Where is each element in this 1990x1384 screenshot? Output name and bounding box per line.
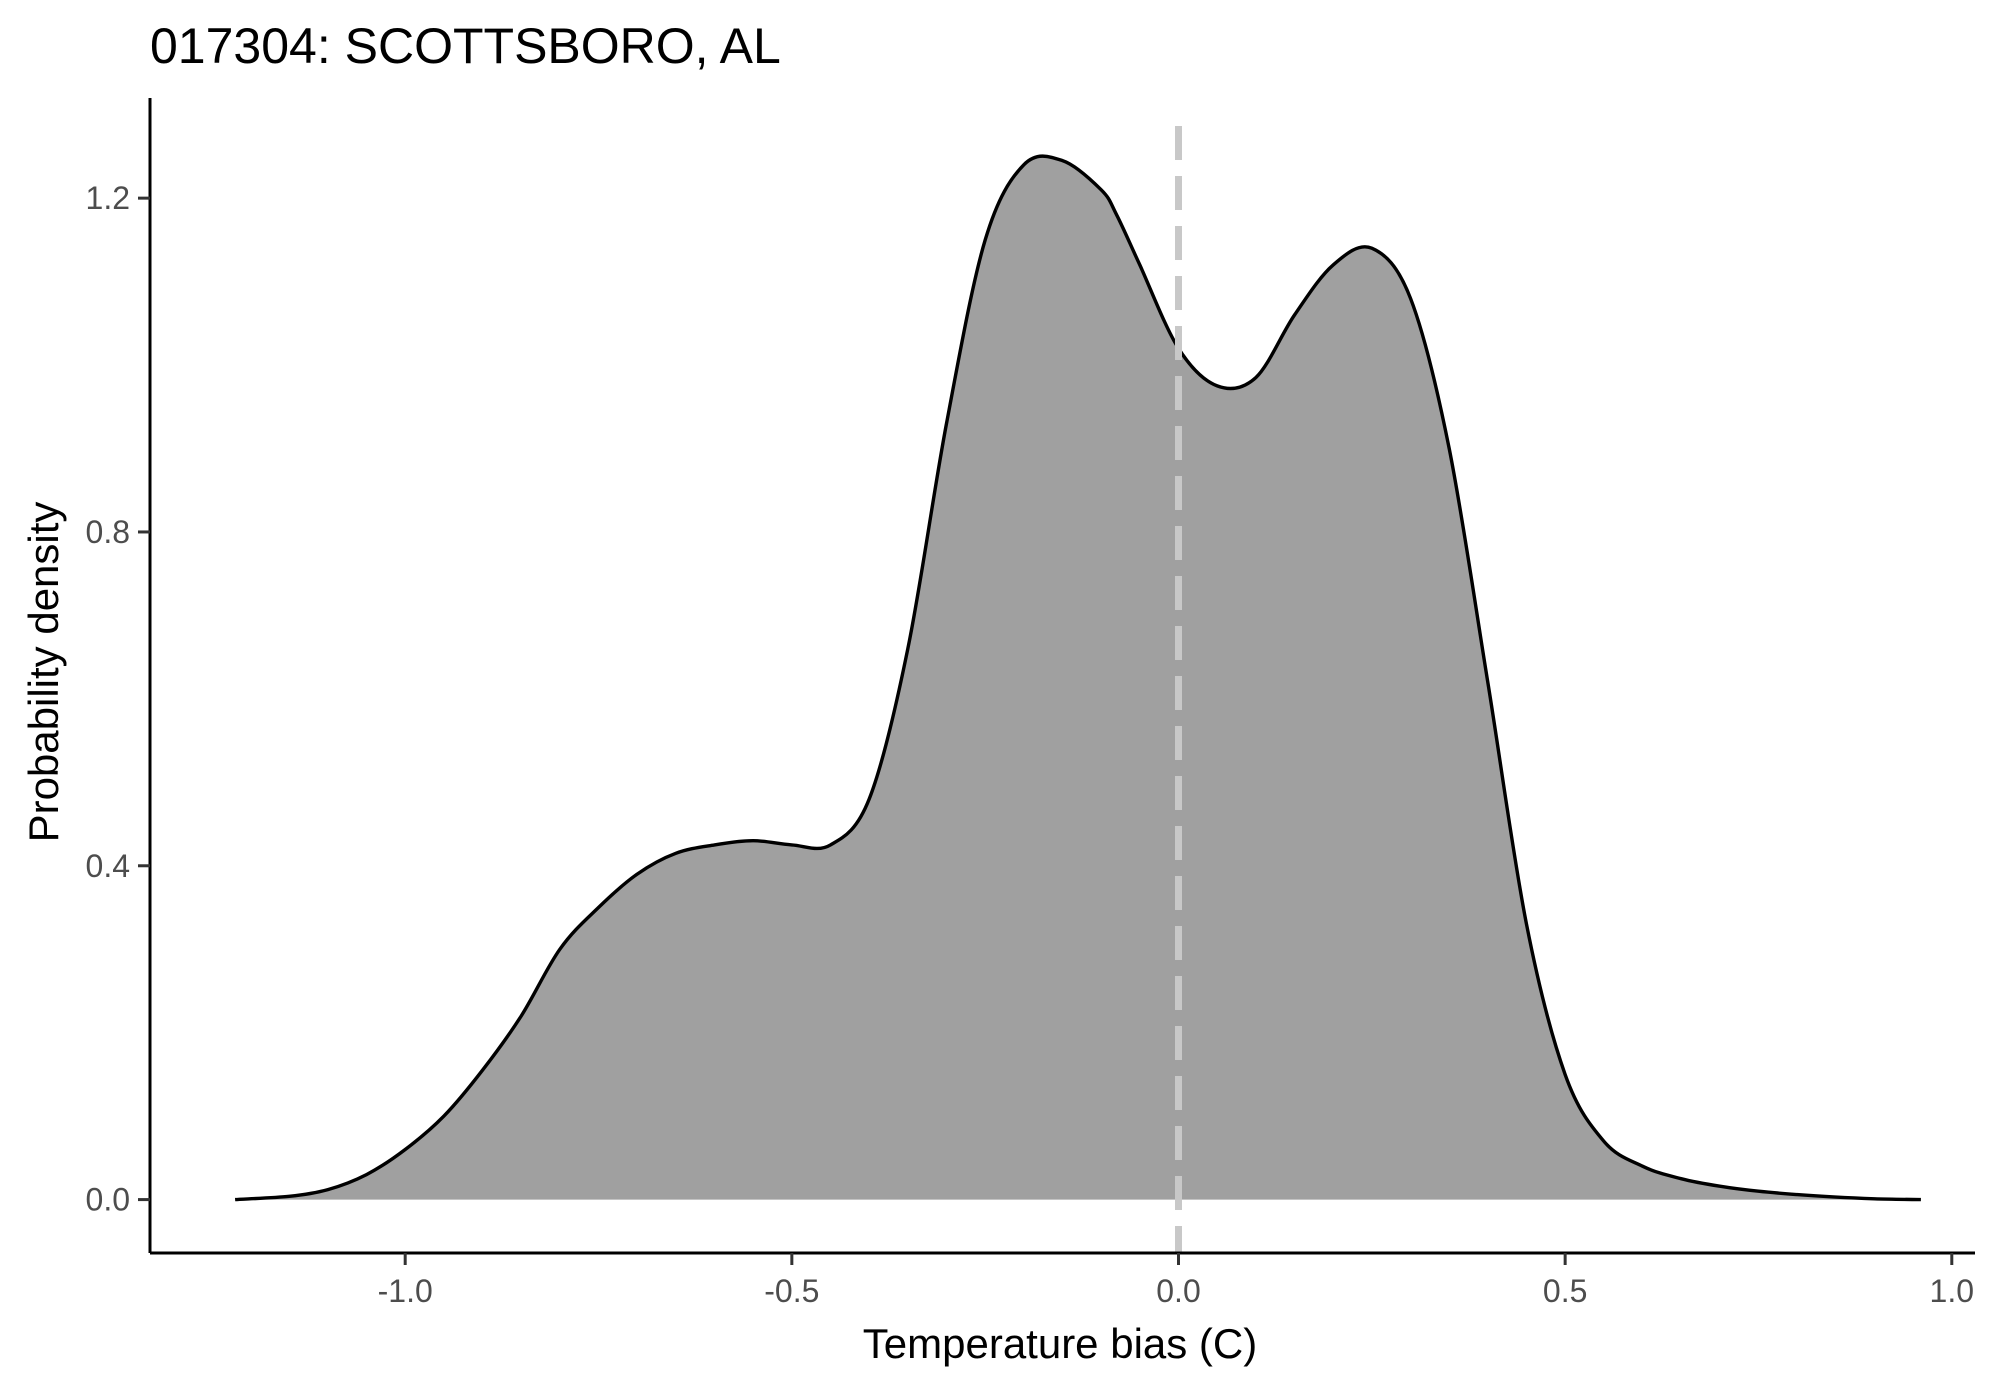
x-axis-ticks: -1.0 -0.5 0.0 0.5 1.0	[378, 1253, 1974, 1309]
x-axis-title: Temperature bias (C)	[863, 1320, 1257, 1367]
density-area	[235, 156, 1921, 1200]
y-tick-label: 0.4	[86, 848, 130, 884]
x-tick-label: 0.0	[1156, 1273, 1200, 1309]
chart-title: 017304: SCOTTSBORO, AL	[150, 18, 781, 74]
y-tick-label: 0.0	[86, 1182, 130, 1218]
y-axis-ticks: 0.0 0.4 0.8 1.2	[86, 180, 150, 1218]
y-axis-title: Probability density	[20, 502, 67, 843]
density-line	[234, 154, 1921, 1202]
x-tick-label: -0.5	[764, 1273, 819, 1309]
x-tick-label: 1.0	[1930, 1273, 1974, 1309]
y-tick-label: 0.8	[86, 514, 130, 550]
plot-area	[234, 126, 1921, 1253]
x-tick-label: -1.0	[378, 1273, 433, 1309]
y-tick-label: 1.2	[86, 180, 130, 216]
x-tick-label: 0.5	[1543, 1273, 1587, 1309]
